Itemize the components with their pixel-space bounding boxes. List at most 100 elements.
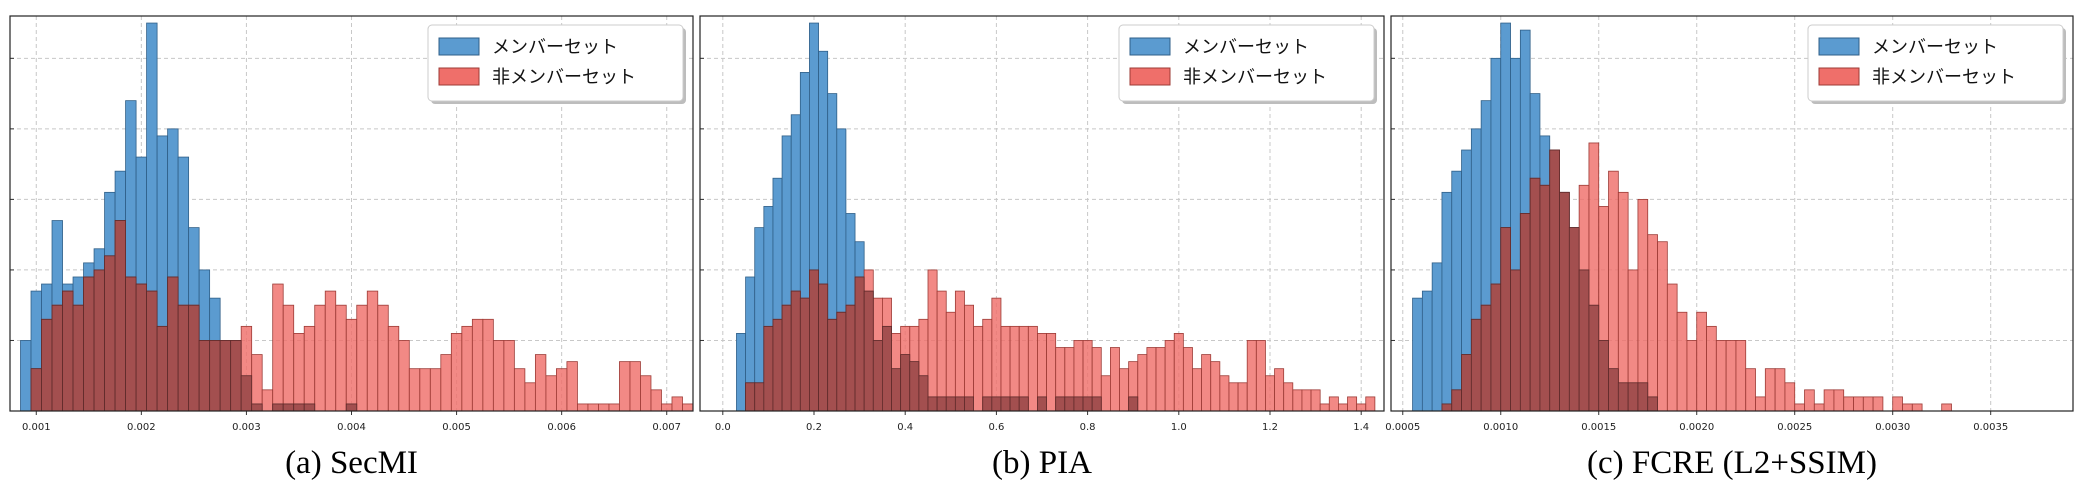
nonmember-bar	[1764, 368, 1776, 412]
x-tick-label: 0.8	[1080, 422, 1096, 433]
nonmember-bar	[1911, 403, 1923, 412]
nonmember-bar	[1686, 340, 1698, 412]
legend-label-member: メンバーセット	[492, 37, 618, 58]
member-bar	[1412, 297, 1423, 412]
nonmember-bar	[1283, 382, 1294, 412]
legend-swatch-member	[438, 37, 480, 56]
legend-swatch-nonmember	[1818, 67, 1860, 86]
legend-swatch-member	[1129, 37, 1171, 56]
nonmember-bar	[1119, 368, 1130, 412]
overlap-bar	[146, 290, 158, 412]
legend-swatch-nonmember	[438, 67, 480, 86]
nonmember-bar	[293, 333, 305, 412]
overlap-bar	[918, 375, 929, 412]
x-tick-label: 0.007	[652, 422, 681, 433]
overlap-bar	[125, 276, 137, 412]
nonmember-bar	[471, 318, 484, 412]
overlap-bar	[156, 325, 169, 412]
nonmember-bar	[1715, 340, 1727, 412]
nonmember-bar	[619, 361, 631, 412]
overlap-bar	[882, 325, 892, 412]
overlap-bar	[863, 290, 874, 412]
plot-frame	[699, 15, 1385, 412]
legend-label-member: メンバーセット	[1872, 37, 1998, 58]
nonmember-bar	[513, 368, 526, 412]
overlap-bar	[900, 354, 911, 412]
overlap-bar	[1608, 368, 1619, 412]
nonmember-bar	[387, 325, 400, 412]
overlap-bar	[345, 403, 358, 412]
overlap-bar	[219, 340, 232, 412]
overlap-bar	[1000, 396, 1011, 412]
overlap-bar	[1451, 389, 1462, 412]
nonmember-bar	[587, 403, 599, 412]
nonmember-bar	[1647, 234, 1658, 412]
legend-swatch-member	[1818, 37, 1860, 56]
overlap-bar	[809, 269, 819, 412]
overlap-bar	[936, 396, 947, 412]
member-bar	[1441, 191, 1453, 412]
overlap-bar	[790, 290, 801, 412]
overlap-bar	[188, 304, 200, 412]
nonmember-bar	[608, 403, 620, 412]
overlap-bar	[1018, 396, 1029, 412]
nonmember-bar	[1696, 311, 1707, 412]
overlap-bar	[1588, 304, 1600, 412]
nonmember-bar	[1872, 396, 1884, 412]
nonmember-bar	[282, 304, 295, 412]
nonmember-bar	[954, 290, 965, 412]
panel-secmi: 0.001 0.002 0.003 0.004 0.005 0.006 0.007 メンバーセ…	[9, 15, 694, 481]
nonmember-bar	[927, 269, 938, 412]
nonmember-bar	[1902, 403, 1913, 412]
plot-frame	[9, 15, 694, 412]
overlap-bar	[818, 283, 829, 412]
overlap-bar	[303, 403, 316, 412]
nonmember-bar	[1274, 368, 1285, 412]
nonmember-bar	[1155, 347, 1166, 412]
x-tick-label: 0.0015	[1581, 422, 1616, 433]
nonmember-bar	[650, 389, 662, 412]
overlap-bar	[1510, 269, 1521, 412]
legend-label-nonmember: 非メンバーセット	[1872, 67, 2016, 88]
overlap-bar	[114, 220, 126, 412]
legend-label-nonmember: 非メンバーセット	[1183, 67, 1327, 88]
nonmember-bar	[1301, 389, 1312, 412]
nonmember-bar	[1725, 340, 1737, 412]
legend-swatch-nonmember	[1129, 67, 1171, 86]
x-tick-label: 1.4	[1353, 422, 1369, 433]
x-tick-label: 0.0	[715, 422, 731, 433]
overlap-bar	[93, 269, 105, 412]
nonmember-bar	[577, 403, 589, 412]
nonmember-bar	[482, 318, 494, 412]
nonmember-bar	[1182, 347, 1193, 412]
overlap-bar	[891, 368, 902, 412]
nonmember-bar	[1027, 325, 1038, 412]
legend-box	[1118, 24, 1375, 102]
nonmember-bar	[1338, 403, 1348, 412]
nonmember-bar	[1706, 325, 1717, 412]
overlap-bar	[72, 304, 84, 412]
nonmember-bar	[366, 290, 379, 412]
nonmember-bar	[556, 368, 568, 412]
nonmember-bar	[640, 375, 652, 412]
nonmember-bar	[1804, 389, 1815, 412]
x-tick-label: 0.001	[22, 422, 51, 433]
nonmember-bar	[398, 340, 410, 412]
nonmember-bar	[1745, 368, 1756, 412]
member-bar	[736, 333, 746, 412]
overlap-bar	[1617, 382, 1629, 412]
nonmember-bar	[335, 304, 347, 412]
nonmember-bar	[1862, 396, 1874, 412]
nonmember-bar	[450, 333, 463, 412]
overlap-bar	[83, 276, 95, 412]
nonmember-bar	[964, 304, 974, 412]
overlap-bar	[1500, 227, 1511, 412]
nonmember-bar	[345, 318, 358, 412]
overlap-bar	[1647, 396, 1658, 412]
nonmember-bar	[1833, 389, 1845, 412]
overlap-bar	[198, 340, 211, 412]
nonmember-bar	[324, 290, 337, 412]
